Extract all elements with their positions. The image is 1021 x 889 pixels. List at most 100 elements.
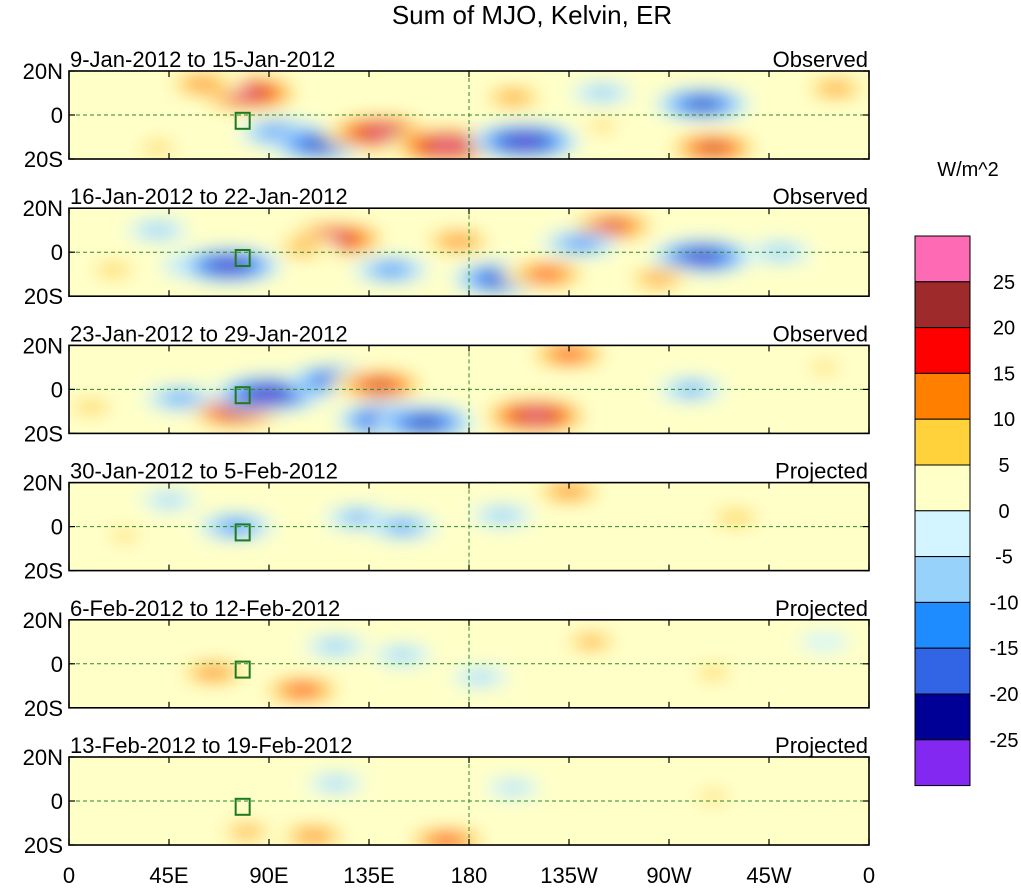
x-tick-label: 0 bbox=[63, 863, 75, 888]
lat-tick-label: 20N bbox=[23, 745, 63, 770]
lat-tick-label: 20N bbox=[23, 59, 63, 84]
x-axis: 0 45E 90E 135E 180 135W 90W 45W 0 bbox=[63, 863, 875, 888]
anomaly-contour bbox=[389, 522, 416, 531]
olr-field bbox=[69, 208, 869, 297]
map-panel: 20N 0 20S 23-Jan-2012 to 29-Jan-2012 Observe… bbox=[23, 321, 870, 446]
x-tick-label: 135W bbox=[540, 863, 598, 888]
lat-tick-label: 20N bbox=[23, 196, 63, 221]
anomaly-contour bbox=[139, 223, 177, 237]
colorbar-swatch bbox=[914, 739, 971, 787]
anomaly-contour bbox=[799, 632, 850, 651]
lat-tick-label: 20S bbox=[24, 284, 63, 309]
colorbar-swatch bbox=[914, 464, 971, 512]
panel-period-label: 16-Jan-2012 to 22-Jan-2012 bbox=[70, 184, 348, 209]
anomaly-contour bbox=[294, 243, 311, 252]
colorbar-units: W/m^2 bbox=[937, 159, 999, 181]
panel-status-label: Projected bbox=[775, 459, 868, 484]
x-tick-label: 0 bbox=[863, 863, 875, 888]
colorbar-label: 20 bbox=[993, 318, 1015, 340]
anomaly-contour bbox=[167, 393, 193, 403]
anomaly-contour bbox=[682, 385, 700, 394]
x-tick-label: 45E bbox=[149, 863, 188, 888]
colorbar-label: 0 bbox=[998, 501, 1009, 523]
anomaly-contour bbox=[533, 269, 560, 279]
anomaly-contour bbox=[699, 791, 728, 802]
anomaly-contour bbox=[810, 362, 839, 373]
map-panel: 20N 0 20S 30-Jan-2012 to 5-Feb-2012 Projecte… bbox=[23, 459, 870, 584]
lat-tick-label: 20N bbox=[23, 471, 63, 496]
anomaly-contour bbox=[386, 649, 419, 661]
panel-period-label: 6-Feb-2012 to 12-Feb-2012 bbox=[70, 596, 340, 621]
anomaly-contour bbox=[645, 274, 671, 283]
lat-tick-label: 20S bbox=[24, 421, 63, 446]
colorbar-label: -25 bbox=[990, 730, 1019, 752]
x-tick-label: 45W bbox=[746, 863, 791, 888]
map-panel: 20N 0 20S 13-Feb-2012 to 19-Feb-2012 Project… bbox=[23, 733, 870, 858]
anomaly-contour bbox=[238, 827, 256, 836]
anomaly-contour bbox=[289, 685, 316, 695]
colorbar-label: -5 bbox=[995, 547, 1013, 569]
anomaly-contour bbox=[108, 779, 164, 801]
panel-status-label: Observed bbox=[773, 47, 868, 72]
colorbar-swatch bbox=[914, 693, 971, 741]
lat-tick-label: 0 bbox=[51, 652, 63, 677]
panel-period-label: 30-Jan-2012 to 5-Feb-2012 bbox=[70, 459, 338, 484]
map-panel: 20N 0 20S 9-Jan-2012 to 15-Jan-2012 Observed bbox=[23, 47, 870, 172]
map-panel: 20N 0 20S 6-Feb-2012 to 12-Feb-2012 Projecte… bbox=[23, 596, 870, 721]
anomaly-contour bbox=[257, 389, 281, 398]
colorbar-swatch bbox=[914, 556, 971, 603]
anomaly-contour bbox=[441, 235, 475, 247]
anomaly-contour bbox=[317, 639, 354, 653]
olr-field bbox=[69, 345, 869, 434]
anomaly-contour bbox=[433, 836, 460, 845]
anomaly-contour bbox=[761, 245, 799, 259]
anomaly-contour bbox=[306, 139, 334, 149]
colorbar-swatch bbox=[914, 281, 971, 329]
map-panel: 20N 0 20S 16-Jan-2012 to 22-Jan-2012 Observe… bbox=[23, 184, 870, 309]
anomaly-contour bbox=[84, 666, 143, 688]
lat-tick-label: 20N bbox=[23, 333, 63, 358]
anomaly-contour bbox=[582, 637, 600, 646]
anomaly-contour bbox=[795, 533, 854, 555]
olr-field bbox=[69, 619, 869, 708]
colorbar-label: -10 bbox=[990, 592, 1019, 614]
anomaly-contour bbox=[513, 137, 536, 146]
anomaly-contour bbox=[321, 778, 350, 789]
lat-tick-label: 0 bbox=[51, 240, 63, 265]
lat-tick-label: 0 bbox=[51, 103, 63, 128]
lat-tick-label: 20S bbox=[24, 147, 63, 172]
anomaly-contour bbox=[502, 783, 525, 792]
panels: 20N 0 20S 9-Jan-2012 to 15-Jan-2012 Observed… bbox=[23, 47, 870, 858]
anomaly-contour bbox=[607, 221, 620, 230]
figure-title: Sum of MJO, Kelvin, ER bbox=[392, 0, 672, 30]
colorbar-swatch bbox=[914, 601, 971, 649]
lat-tick-label: 0 bbox=[51, 515, 63, 540]
colorbar-label: 15 bbox=[993, 363, 1015, 385]
region-box bbox=[234, 660, 251, 679]
panel-period-label: 13-Feb-2012 to 19-Feb-2012 bbox=[70, 733, 353, 758]
x-tick-label: 180 bbox=[451, 863, 488, 888]
lat-tick-label: 20S bbox=[24, 696, 63, 721]
colorbar-label: 10 bbox=[993, 409, 1015, 431]
colorbar-swatch bbox=[914, 235, 971, 283]
region-box bbox=[234, 386, 251, 405]
region-box bbox=[234, 523, 251, 542]
anomaly-contour bbox=[715, 510, 756, 525]
anomaly-contour bbox=[141, 142, 175, 154]
region-box bbox=[234, 797, 251, 816]
colorbar-label: -20 bbox=[990, 684, 1019, 706]
x-tick-label: 135E bbox=[343, 863, 394, 888]
lat-tick-label: 20S bbox=[24, 559, 63, 584]
anomaly-contour bbox=[349, 513, 367, 522]
region-box bbox=[234, 111, 251, 130]
anomaly-contour bbox=[196, 666, 231, 679]
anomaly-contour bbox=[484, 509, 521, 523]
anomaly-contour bbox=[296, 830, 331, 842]
anomaly-contour bbox=[584, 86, 621, 100]
anomaly-contour bbox=[588, 121, 617, 131]
anomaly-contour bbox=[500, 93, 527, 102]
anomaly-contour bbox=[72, 400, 110, 414]
anomaly-contour bbox=[563, 237, 597, 250]
anomaly-contour bbox=[155, 495, 183, 506]
